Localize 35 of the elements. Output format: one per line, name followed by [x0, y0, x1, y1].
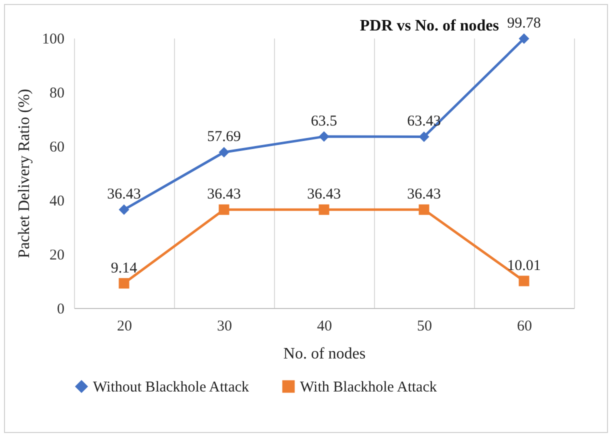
- x-tick-label: 60: [517, 318, 532, 334]
- point: [218, 146, 230, 158]
- point: [118, 204, 130, 215]
- point: [318, 131, 330, 142]
- data-label: 9.14: [110, 260, 138, 276]
- point: [118, 278, 130, 289]
- data-label: 36.43: [207, 186, 241, 203]
- x-tick-label: 50: [417, 318, 432, 334]
- point: [218, 204, 230, 215]
- data-label: 10.01: [507, 258, 541, 274]
- x-tick-label: 30: [217, 318, 232, 334]
- y-tick-label: 80: [50, 86, 64, 102]
- chart-title: PDR vs No. of nodes: [360, 18, 499, 35]
- y-tick-label: 100: [42, 32, 64, 48]
- data-label: 57.69: [207, 129, 241, 146]
- y-tick-label: 0: [57, 302, 64, 318]
- data-label: 36.43: [407, 186, 441, 203]
- point: [418, 131, 430, 142]
- y-tick-label: 20: [50, 248, 64, 264]
- y-axis-title: Packet Delivery Ratio (%): [16, 88, 33, 258]
- point: [418, 204, 430, 215]
- point: [318, 204, 330, 215]
- point: [518, 33, 530, 44]
- y-tick-label: 60: [50, 140, 64, 156]
- legend-label: With Blackhole Attack: [300, 380, 438, 396]
- x-axis-title: No. of nodes: [283, 346, 366, 362]
- y-tick-label: 40: [50, 194, 64, 210]
- data-label: 36.43: [307, 186, 341, 203]
- data-label: 99.78: [507, 16, 541, 32]
- data-label: 63.5: [310, 114, 338, 130]
- legend-label: Without Blackhole Attack: [93, 380, 250, 396]
- point: [518, 276, 530, 286]
- data-label: 36.43: [107, 186, 141, 203]
- x-tick-label: 40: [317, 318, 332, 334]
- x-tick-label: 20: [117, 318, 132, 334]
